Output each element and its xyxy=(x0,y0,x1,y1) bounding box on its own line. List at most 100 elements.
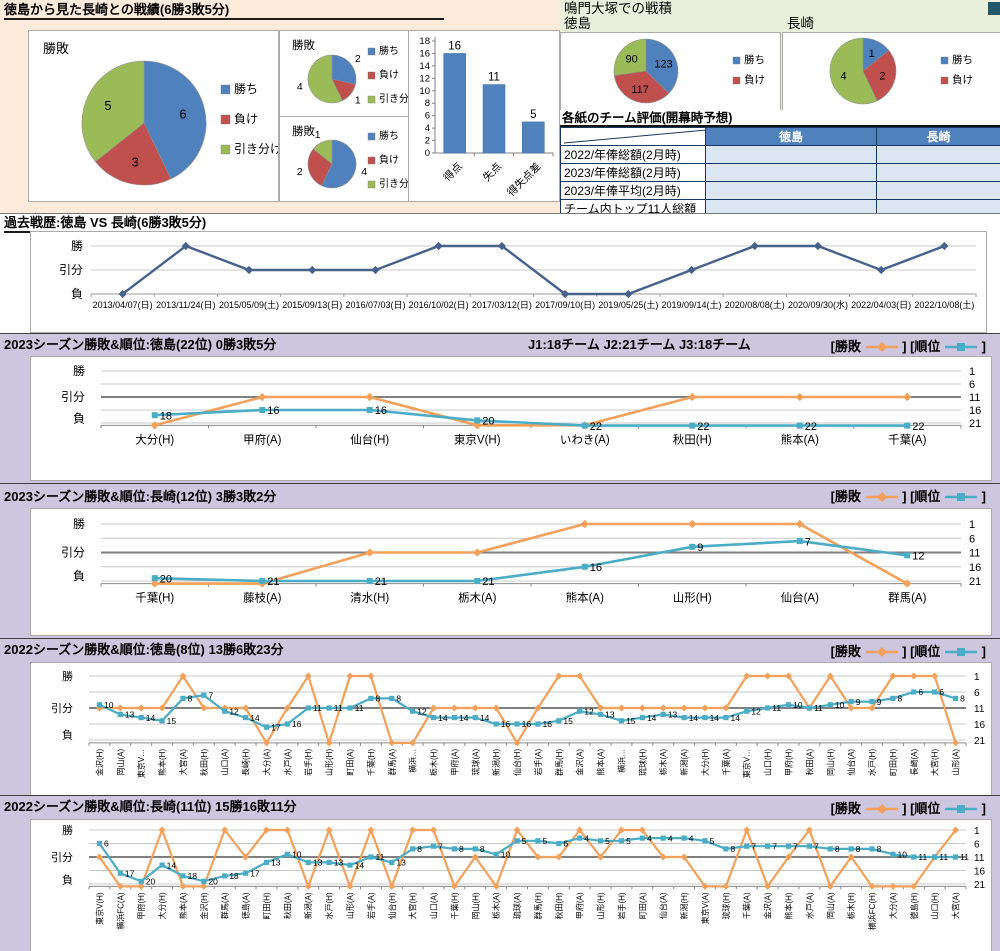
svg-text:勝: 勝 xyxy=(62,669,73,683)
section-2022-nagasaki: 2022シーズン勝敗&順位:長崎(11位) 15勝16敗11分 [勝敗 ] [順… xyxy=(0,795,1000,951)
svg-text:千葉(A): 千葉(A) xyxy=(742,892,752,919)
rank-2023-tokushima-title: 2023シーズン勝敗&順位:徳島(22位) 0勝3敗5分 xyxy=(4,337,277,352)
svg-text:山口(H): 山口(H) xyxy=(930,892,940,919)
svg-text:15: 15 xyxy=(167,716,177,726)
svg-text:1: 1 xyxy=(974,672,980,683)
svg-text:6: 6 xyxy=(969,379,975,391)
svg-text:3: 3 xyxy=(131,155,138,170)
svg-text:栃木(A): 栃木(A) xyxy=(658,749,668,776)
svg-text:1: 1 xyxy=(969,519,975,531)
main-record-pie-box: 6 3 5 勝敗 勝ち 負け 引き分け xyxy=(28,30,279,202)
svg-text:引き分け: 引き分け xyxy=(379,93,408,105)
svg-text:13: 13 xyxy=(605,710,615,720)
svg-text:2015/09/13(日): 2015/09/13(日) xyxy=(282,300,342,310)
table-row-header: 2023/年俸平均(2月時) xyxy=(560,181,706,200)
svg-text:秋田(H): 秋田(H) xyxy=(554,892,564,919)
legend-2022-tokushima: [勝敗 ] [順位 ] xyxy=(830,644,986,659)
svg-text:6: 6 xyxy=(104,839,109,849)
svg-text:14: 14 xyxy=(250,713,260,723)
svg-text:徳島(H): 徳島(H) xyxy=(909,892,919,919)
svg-text:21: 21 xyxy=(974,880,986,891)
svg-text:勝ち: 勝ち xyxy=(744,53,765,66)
svg-text:栃木(A): 栃木(A) xyxy=(458,591,496,605)
svg-text:22: 22 xyxy=(912,421,924,433)
svg-text:14: 14 xyxy=(167,860,177,870)
svg-text:甲府(A): 甲府(A) xyxy=(243,432,281,446)
svg-text:17: 17 xyxy=(250,868,260,878)
svg-text:岡山(H): 岡山(H) xyxy=(825,749,835,776)
svg-text:17: 17 xyxy=(125,868,135,878)
svg-text:12: 12 xyxy=(419,73,430,84)
svg-text:引き分け: 引き分け xyxy=(234,142,278,156)
svg-text:14: 14 xyxy=(480,713,490,723)
svg-text:秋田(H): 秋田(H) xyxy=(199,749,209,776)
svg-text:16: 16 xyxy=(974,867,986,878)
svg-text:大分(H): 大分(H) xyxy=(157,892,167,919)
svg-text:15: 15 xyxy=(563,716,573,726)
svg-text:14: 14 xyxy=(689,713,699,723)
svg-text:16: 16 xyxy=(292,719,302,729)
svg-text:山口(A): 山口(A) xyxy=(220,749,230,776)
svg-text:9: 9 xyxy=(697,542,703,554)
svg-text:16: 16 xyxy=(543,719,553,729)
svg-text:6: 6 xyxy=(179,107,186,122)
svg-text:14: 14 xyxy=(647,713,657,723)
svg-text:町田(H): 町田(H) xyxy=(889,749,898,776)
svg-text:清水(H): 清水(H) xyxy=(350,592,389,605)
svg-text:引分: 引分 xyxy=(51,701,73,715)
svg-text:2019/05/25(土): 2019/05/25(土) xyxy=(598,299,658,310)
svg-text:10: 10 xyxy=(835,700,845,710)
svg-text:11: 11 xyxy=(355,703,364,713)
table-row-header: 2022/年俸総額(2月時) xyxy=(560,145,706,164)
svg-text:4: 4 xyxy=(425,123,430,134)
svg-text:仙台(A): 仙台(A) xyxy=(658,892,668,919)
svg-text:2019/09/14(土): 2019/09/14(土) xyxy=(662,299,722,310)
svg-text:22: 22 xyxy=(697,421,709,433)
svg-text:新潟(A): 新潟(A) xyxy=(679,749,689,776)
svg-text:117: 117 xyxy=(631,84,649,96)
svg-text:失点: 失点 xyxy=(480,160,504,184)
rank-2023-nagasaki-box: 20 21 21 21 16 9 7 12 勝引分負 1 6 11 16 21 千葉(H) 藤枝(A) 清水(H… xyxy=(30,508,992,636)
svg-text:12: 12 xyxy=(417,706,427,716)
svg-text:2015/05/09(土): 2015/05/09(土) xyxy=(219,299,279,310)
svg-text:14: 14 xyxy=(355,860,365,870)
table-corner-diagonal-cell xyxy=(560,127,706,146)
svg-text:山形(H): 山形(H) xyxy=(596,892,606,919)
svg-text:水戸(A): 水戸(A) xyxy=(804,892,814,919)
svg-text:11: 11 xyxy=(375,852,384,862)
svg-text:2020/08/08(土): 2020/08/08(土) xyxy=(725,299,785,310)
svg-text:熊本(A): 熊本(A) xyxy=(596,749,606,776)
svg-text:13: 13 xyxy=(313,858,323,868)
svg-text:熊本(A): 熊本(A) xyxy=(566,591,604,605)
svg-text:いわき(A): いわき(A) xyxy=(560,433,610,446)
svg-text:16: 16 xyxy=(522,719,532,729)
svg-text:123: 123 xyxy=(654,58,672,70)
svg-text:長崎(A): 長崎(A) xyxy=(909,749,919,776)
rank-2022-nagasaki-box: 6 17 20 14 18 20 18 17 13 10 13 13 14 11 13 8 7 8 8 10 5 5 6 4 5… xyxy=(30,819,992,951)
svg-text:9: 9 xyxy=(856,697,861,707)
svg-text:11: 11 xyxy=(969,392,980,404)
svg-text:4: 4 xyxy=(584,833,589,843)
svg-text:群馬(H): 群馬(H) xyxy=(554,749,564,776)
svg-text:5: 5 xyxy=(530,109,536,121)
svg-text:8: 8 xyxy=(835,844,840,854)
svg-text:6: 6 xyxy=(974,688,980,699)
svg-text:11: 11 xyxy=(960,852,969,862)
evaluation-table: 徳島 長崎 2022/年俸総額(2月時) 2023/年俸総額(2月時) 2023/年俸平… xyxy=(560,127,1000,218)
svg-text:引分: 引分 xyxy=(51,850,73,864)
svg-text:11: 11 xyxy=(969,548,980,560)
svg-text:秋田(A): 秋田(A) xyxy=(804,749,814,776)
svg-text:5: 5 xyxy=(626,836,631,846)
svg-text:16: 16 xyxy=(590,562,602,574)
svg-text:岩手(H): 岩手(H) xyxy=(303,749,313,776)
svg-text:徳島(A): 徳島(A) xyxy=(241,892,251,919)
section-past-history: 過去戦歴:徳島 VS 長崎(6勝3敗5分) 勝引分負 2013/04/07(日) 2… xyxy=(0,213,1000,334)
svg-text:4: 4 xyxy=(668,833,673,843)
svg-text:4: 4 xyxy=(297,81,303,93)
svg-text:新潟(H): 新潟(H) xyxy=(491,749,501,776)
svg-text:13: 13 xyxy=(334,858,344,868)
svg-text:8: 8 xyxy=(877,844,882,854)
svg-text:18: 18 xyxy=(419,36,430,47)
